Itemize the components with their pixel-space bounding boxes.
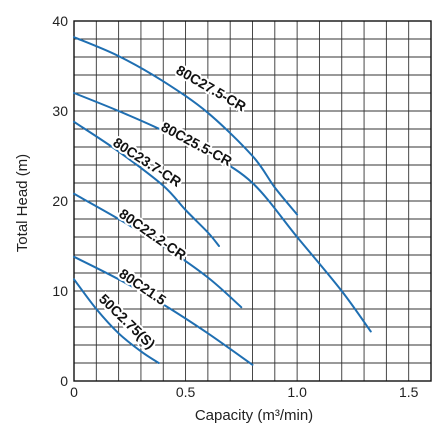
curve-label-4: 80C21.5: [116, 265, 169, 308]
x-tick-label: 0: [70, 384, 78, 400]
series-line-5: [73, 278, 160, 364]
series-line-3: [73, 192, 243, 309]
y-axis-title: Total Head (m): [14, 154, 31, 252]
x-tick-label: 1.5: [399, 384, 419, 400]
grid: [74, 21, 431, 381]
y-tick-label: 40: [52, 13, 68, 29]
x-tick-label: 1.0: [287, 384, 307, 400]
tick-labels: 0 0.5 1.0 1.5 0 10 20 30 40: [52, 13, 418, 400]
series-line-1: [73, 92, 372, 333]
x-axis-title: Capacity (m³/min): [195, 407, 313, 424]
series-group: [73, 36, 372, 366]
curve-label-2: 80C23.7-CR: [110, 134, 184, 190]
x-tick-label: 0.5: [176, 384, 196, 400]
curve-label-3: 80C22.2-CR: [116, 205, 189, 263]
y-tick-label: 0: [60, 373, 68, 389]
curve-label-0: 80C27.5-CR: [174, 62, 249, 115]
y-tick-label: 30: [52, 103, 68, 119]
series-line-4: [73, 255, 254, 366]
y-tick-label: 10: [52, 283, 68, 299]
axes: [73, 20, 432, 382]
series-line-0: [73, 36, 299, 216]
plot-frame: [73, 20, 432, 382]
series-line-2: [73, 120, 220, 247]
y-tick-label: 20: [52, 193, 68, 209]
